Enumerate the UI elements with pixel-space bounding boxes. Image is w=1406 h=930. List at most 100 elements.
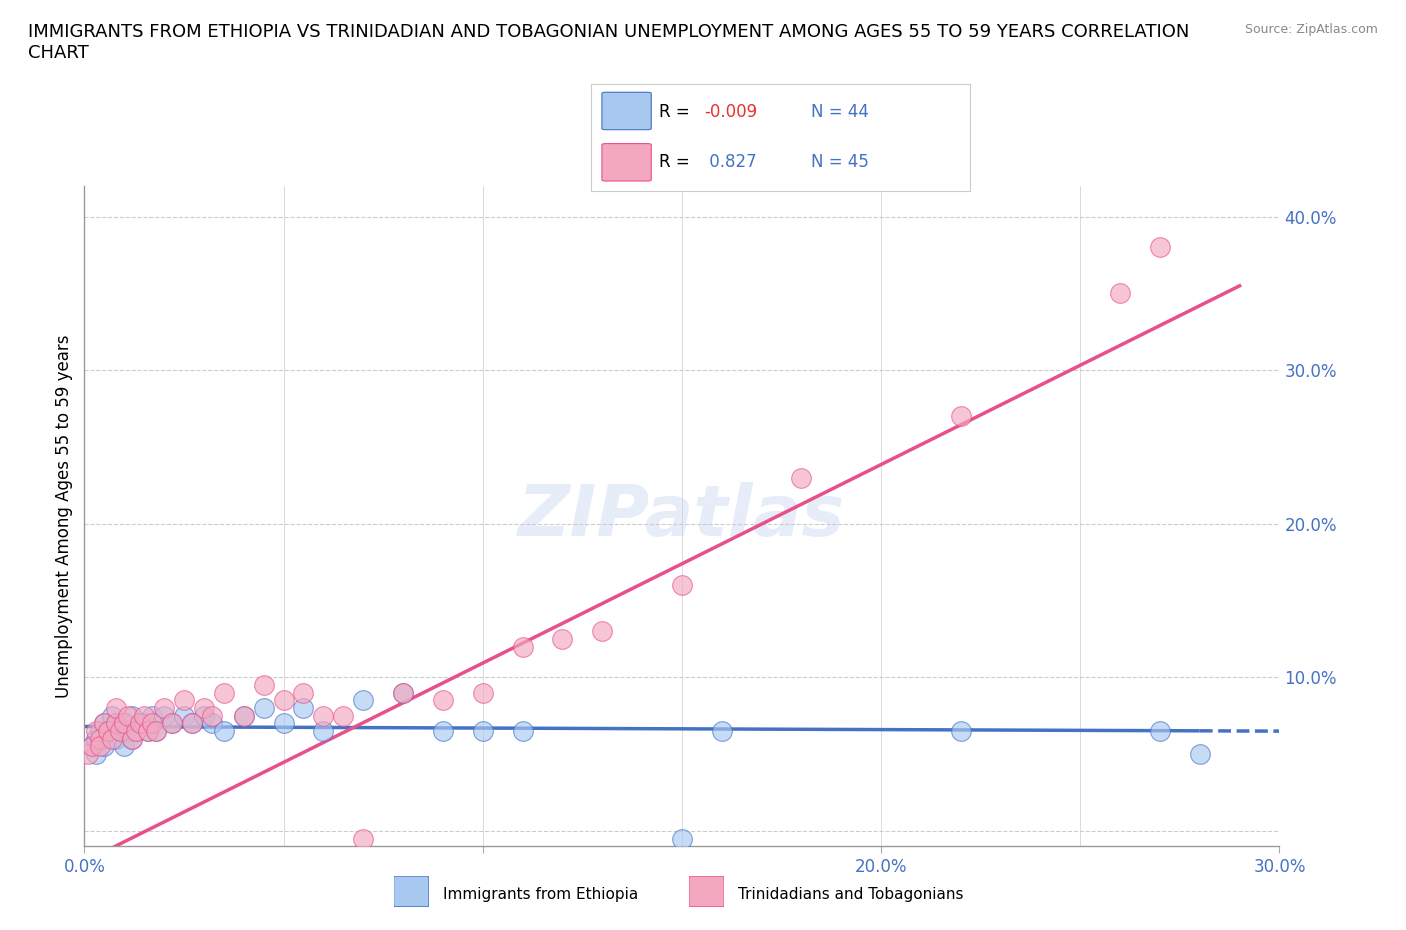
Point <box>292 700 315 715</box>
Point <box>232 709 254 724</box>
Point <box>117 724 139 738</box>
Point <box>136 724 159 738</box>
Point <box>77 747 100 762</box>
Point <box>253 700 276 715</box>
Point <box>312 709 335 724</box>
Point <box>212 685 235 700</box>
Text: N = 45: N = 45 <box>811 153 869 171</box>
Point <box>97 724 120 738</box>
Point <box>145 724 167 738</box>
Text: 0.827: 0.827 <box>704 153 756 171</box>
Point <box>125 724 148 738</box>
Point <box>89 739 111 754</box>
Y-axis label: Unemployment Among Ages 55 to 59 years: Unemployment Among Ages 55 to 59 years <box>55 335 73 698</box>
Point <box>790 471 813 485</box>
Point <box>173 693 195 708</box>
Point <box>93 739 115 754</box>
Point <box>86 747 108 762</box>
Point <box>145 724 167 738</box>
Point <box>121 731 143 746</box>
Point <box>153 700 176 715</box>
Text: ZIPatlas: ZIPatlas <box>519 482 845 551</box>
Point <box>181 716 204 731</box>
Point <box>1149 724 1171 738</box>
Point <box>253 678 276 693</box>
Point <box>352 693 374 708</box>
Point <box>112 716 135 731</box>
Point <box>129 716 152 731</box>
Point <box>97 724 120 738</box>
Point <box>125 724 148 738</box>
Point <box>136 724 159 738</box>
Point <box>512 724 534 738</box>
Point <box>141 716 163 731</box>
Point <box>82 739 104 754</box>
FancyBboxPatch shape <box>689 876 724 907</box>
Point <box>512 639 534 654</box>
Point <box>121 731 143 746</box>
Point <box>82 739 104 754</box>
Point <box>432 724 454 738</box>
Point <box>471 724 494 738</box>
Point <box>132 716 156 731</box>
Point <box>212 724 235 738</box>
Point <box>101 731 124 746</box>
Point <box>949 724 972 738</box>
Point <box>471 685 494 700</box>
Point <box>232 709 254 724</box>
Point <box>101 709 124 724</box>
Point <box>352 831 374 846</box>
Point <box>392 685 415 700</box>
Point <box>392 685 415 700</box>
Point <box>141 709 163 724</box>
Point <box>160 716 183 731</box>
Point <box>312 724 335 738</box>
FancyBboxPatch shape <box>394 876 429 907</box>
Text: R =: R = <box>659 153 695 171</box>
Text: -0.009: -0.009 <box>704 102 758 121</box>
Point <box>193 709 215 724</box>
Point <box>949 409 972 424</box>
Point <box>160 716 183 731</box>
Point <box>591 624 613 639</box>
Point <box>181 716 204 731</box>
Point <box>551 631 574 646</box>
Point <box>292 685 315 700</box>
Point <box>710 724 733 738</box>
Point <box>273 716 295 731</box>
Text: Trinidadians and Tobagonians: Trinidadians and Tobagonians <box>738 887 963 902</box>
Point <box>105 700 128 715</box>
Point <box>110 724 132 738</box>
Point <box>1109 286 1132 301</box>
FancyBboxPatch shape <box>602 92 651 129</box>
Point <box>86 724 108 738</box>
Point <box>105 716 128 731</box>
Point <box>129 716 152 731</box>
Point <box>93 716 115 731</box>
Point <box>193 700 215 715</box>
Point <box>105 716 128 731</box>
FancyBboxPatch shape <box>602 143 651 181</box>
Point <box>1149 240 1171 255</box>
Point <box>110 724 132 738</box>
Text: R =: R = <box>659 102 695 121</box>
Point <box>201 709 224 724</box>
Point <box>173 709 195 724</box>
Point <box>671 831 693 846</box>
Point <box>121 709 143 724</box>
Text: IMMIGRANTS FROM ETHIOPIA VS TRINIDADIAN AND TOBAGONIAN UNEMPLOYMENT AMONG AGES 5: IMMIGRANTS FROM ETHIOPIA VS TRINIDADIAN … <box>28 23 1189 62</box>
Point <box>1188 747 1211 762</box>
Point <box>332 709 354 724</box>
Text: Immigrants from Ethiopia: Immigrants from Ethiopia <box>443 887 638 902</box>
Point <box>105 731 128 746</box>
Point <box>153 709 176 724</box>
Point <box>112 716 135 731</box>
Point <box>112 739 135 754</box>
Point <box>117 709 139 724</box>
Point <box>89 731 111 746</box>
Point <box>432 693 454 708</box>
Point <box>201 716 224 731</box>
Point <box>89 724 111 738</box>
Point <box>273 693 295 708</box>
Point <box>671 578 693 592</box>
